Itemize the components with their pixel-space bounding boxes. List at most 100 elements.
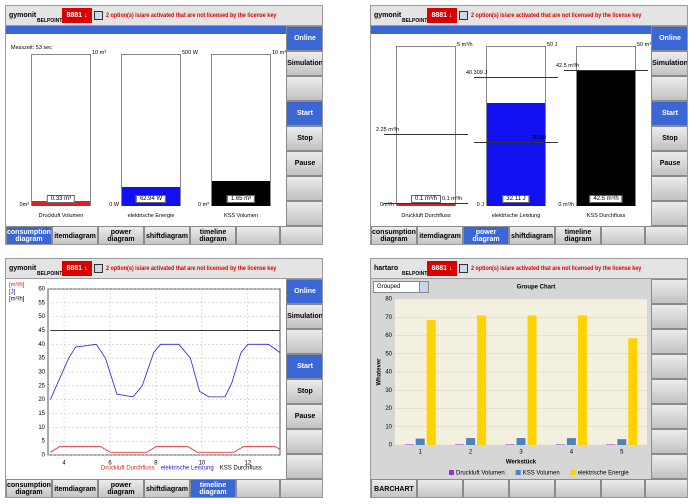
- gauge-marker-label: 42.5 m³/h: [556, 63, 580, 69]
- gauge-min-label: 0 J: [476, 202, 484, 208]
- tab[interactable]: BARCHART: [371, 479, 417, 497]
- blank-tab: [417, 479, 463, 497]
- side-button[interactable]: Online: [286, 26, 322, 51]
- tab[interactable]: consumption diagram: [371, 226, 417, 244]
- blank-button: [651, 176, 687, 201]
- blank-button: [286, 454, 322, 479]
- side-button[interactable]: Stop: [651, 126, 687, 151]
- side-button[interactable]: Pause: [651, 151, 687, 176]
- gauge-marker: [384, 202, 468, 204]
- content-area: 5 m³/h 0m³/h 2.25 m³/h 0.1 m³/h 0.1 m³/h Druc…: [371, 26, 651, 226]
- blank-tab: [645, 226, 687, 244]
- y-tick-label: 25: [38, 383, 45, 389]
- license-code: 8881 ↓: [62, 8, 92, 23]
- blank-button: [651, 279, 687, 304]
- y-tick-label: 35: [38, 356, 45, 362]
- y-tick-label: 0: [42, 453, 46, 459]
- blank-tab: [645, 479, 687, 497]
- side-button[interactable]: Simulation: [286, 304, 322, 329]
- y-tick-label: 55: [38, 300, 45, 306]
- tab[interactable]: power diagram: [463, 226, 509, 244]
- side-button[interactable]: Start: [651, 101, 687, 126]
- gauge-value-label: 1.65 m³: [226, 195, 256, 203]
- gauge-value-label: 0.1 m³/h: [410, 195, 442, 203]
- bar: [477, 315, 487, 445]
- brand: BELPOINT: [402, 271, 428, 277]
- side-button[interactable]: Start: [286, 354, 322, 379]
- blank-button: [651, 379, 687, 404]
- tab[interactable]: timeline diagram: [555, 226, 601, 244]
- tab[interactable]: consumption diagram: [6, 226, 52, 244]
- side-button[interactable]: Simulation: [286, 51, 322, 76]
- bar: [566, 438, 576, 445]
- tab[interactable]: shiftdiagram: [144, 479, 190, 497]
- legend-label: KSS Durchfluss: [220, 466, 262, 472]
- line-series: [50, 446, 281, 453]
- content-area: Grouped Groupe Chart 0 10 20 30 40 50 60 70 80 1 2 3 4…: [371, 279, 651, 479]
- bar: [426, 319, 436, 445]
- bar: [404, 444, 414, 445]
- gauge-value-label: 62.94 W: [135, 195, 167, 203]
- screen: gymonit BELPOINT 8881 ↓ 2 option(s) is/are …: [5, 5, 323, 245]
- gauge-name: KSS Volumen: [224, 213, 258, 219]
- side-button[interactable]: Start: [286, 101, 322, 126]
- side-button[interactable]: Pause: [286, 151, 322, 176]
- tab[interactable]: power diagram: [98, 479, 144, 497]
- y-tick-label: 70: [385, 315, 392, 321]
- license-message: 2 option(s) is/are activated that are no…: [471, 265, 642, 272]
- bar: [628, 338, 638, 445]
- bar: [617, 439, 627, 445]
- blank-tab: [601, 479, 645, 497]
- side-button[interactable]: Pause: [286, 404, 322, 429]
- tab[interactable]: itemdiagram: [52, 479, 98, 497]
- dropdown[interactable]: Grouped: [373, 281, 429, 293]
- side-button[interactable]: Online: [651, 26, 687, 51]
- bar: [455, 444, 465, 445]
- tab[interactable]: shiftdiagram: [509, 226, 555, 244]
- blank-button: [286, 176, 322, 201]
- blank-button: [651, 354, 687, 379]
- legend-swatch: [570, 470, 576, 475]
- x-tick-label: 12: [244, 461, 251, 467]
- side-button[interactable]: Stop: [286, 379, 322, 404]
- brand: BELPOINT: [402, 18, 428, 24]
- tab[interactable]: itemdiagram: [52, 226, 98, 244]
- side-button[interactable]: Online: [286, 279, 322, 304]
- side-button[interactable]: Simulation: [651, 51, 687, 76]
- tab[interactable]: itemdiagram: [417, 226, 463, 244]
- bar: [606, 444, 616, 445]
- gauge-min-label: 0 m³/h: [558, 202, 574, 208]
- gauge-marker: [474, 77, 558, 78]
- y-tick-label: 0: [389, 443, 393, 449]
- tab[interactable]: consumption diagram: [6, 479, 52, 497]
- license-code: 8881 ↓: [62, 261, 92, 276]
- license-message: 2 option(s) is/are activated that are no…: [106, 12, 277, 19]
- tab[interactable]: timeline diagram: [190, 226, 236, 244]
- tab[interactable]: timeline diagram: [190, 479, 236, 497]
- logo: gymonit: [374, 12, 402, 19]
- blank-button: [651, 329, 687, 354]
- screen: gymonit BELPOINT 8881 ↓ 2 option(s) is/are …: [370, 5, 688, 245]
- gauge-fill: [577, 70, 635, 206]
- gauge-box: [396, 46, 456, 206]
- side-button[interactable]: Stop: [286, 126, 322, 151]
- blank-tab: [601, 226, 645, 244]
- y-unit: [m³/h]: [9, 297, 25, 303]
- tab[interactable]: shiftdiagram: [144, 226, 190, 244]
- tab[interactable]: power diagram: [98, 226, 144, 244]
- y-tick-label: 50: [385, 351, 392, 357]
- dropdown-arrow: [419, 281, 429, 293]
- blank-tab: [236, 479, 280, 497]
- gauge-marker-label: 0.1 m³/h: [442, 195, 463, 202]
- legend-swatch: [449, 470, 454, 475]
- y-tick-label: 60: [38, 287, 45, 293]
- blank-button: [286, 429, 322, 454]
- screen: gymonit BELPOINT 8881 ↓ 2 option(s) is/are …: [5, 258, 323, 498]
- header: gymonit BELPOINT 8881 ↓ 2 option(s) is/are …: [6, 6, 322, 26]
- y-tick-label: 20: [38, 397, 45, 403]
- logo: hartaro: [374, 265, 399, 272]
- blank-button: [651, 429, 687, 454]
- icon: [94, 264, 103, 273]
- gauge-value-label: 32.11 J: [502, 195, 530, 203]
- y-tick-label: 15: [38, 411, 45, 417]
